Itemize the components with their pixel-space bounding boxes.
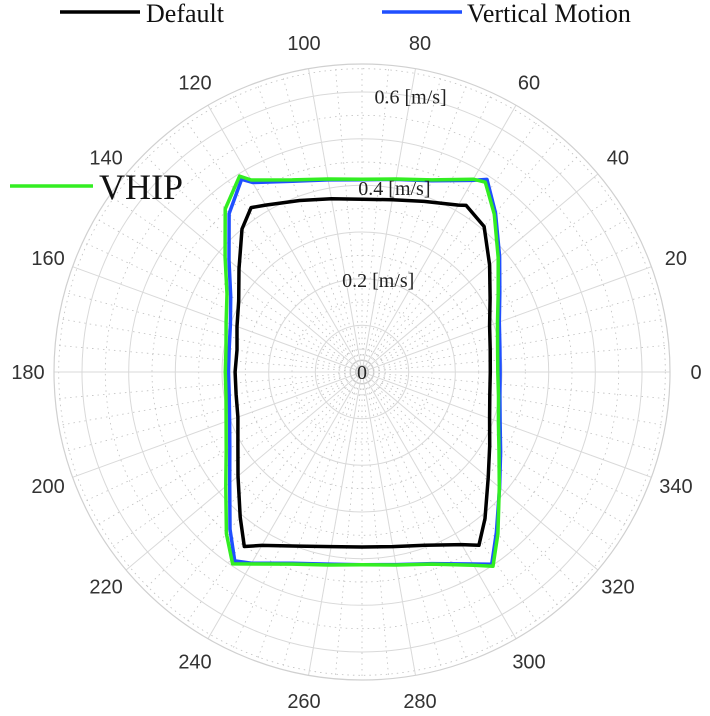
angle-tick-label: 100 [287, 33, 320, 55]
major-spoke [207, 371, 363, 639]
radial-tick-label: 0.2 [m/s] [342, 270, 414, 292]
minor-spoke [82, 241, 363, 373]
radial-tick-label: 0.4 [m/s] [358, 178, 430, 200]
minor-spoke [143, 371, 363, 591]
minor-spoke [64, 291, 363, 373]
major-spoke [125, 173, 363, 373]
minor-spoke [361, 371, 390, 679]
major-spoke [361, 173, 599, 373]
angle-tick-label: 140 [89, 147, 122, 169]
angle-tick-label: 280 [403, 691, 436, 713]
angle-tick-label: 80 [409, 33, 431, 55]
major-spoke [361, 105, 517, 373]
minor-spoke [109, 194, 363, 373]
minor-spoke [361, 371, 493, 652]
angle-tick-label: 240 [178, 651, 211, 673]
major-spoke [72, 266, 363, 373]
minor-spoke [256, 82, 363, 373]
minor-spoke [184, 371, 363, 625]
minor-spoke [334, 371, 363, 679]
minor-spoke [58, 371, 363, 426]
major-spoke [361, 68, 416, 373]
minor-spoke [361, 74, 443, 373]
minor-spoke [163, 371, 363, 609]
major-spoke [361, 266, 652, 373]
legend: Default Vertical Motion VHIP [10, 0, 631, 207]
minor-spoke [361, 371, 468, 662]
angle-tick-label: 260 [287, 691, 320, 713]
radial-tick-label: 0 [357, 362, 367, 384]
minor-spoke [361, 291, 660, 373]
minor-spoke [143, 153, 363, 373]
minor-spoke [361, 82, 468, 373]
minor-spoke [55, 344, 363, 373]
minor-spoke [231, 371, 363, 652]
legend-label-0: Default [146, 0, 225, 28]
angle-tick-label: 0 [690, 362, 701, 384]
minor-spoke [361, 371, 581, 591]
minor-spoke [361, 371, 443, 670]
major-spoke [308, 68, 363, 373]
minor-spoke [281, 371, 363, 670]
minor-spoke [361, 371, 561, 609]
angle-tick-label: 120 [178, 73, 211, 95]
minor-spoke [361, 135, 561, 373]
major-spoke [207, 105, 363, 373]
angle-tick-label: 320 [601, 577, 634, 599]
radial-tick-label: 0.6 [m/s] [374, 86, 446, 108]
series-line-2 [223, 174, 502, 568]
minor-spoke [361, 119, 540, 373]
minor-spoke [55, 371, 363, 400]
major-spoke [125, 371, 363, 571]
minor-spoke [361, 65, 390, 373]
outer-ring [53, 63, 671, 681]
minor-spoke [184, 119, 363, 373]
angle-tick-label: 340 [659, 476, 692, 498]
minor-spoke [163, 135, 363, 373]
angle-tick-label: 160 [31, 248, 64, 270]
major-spoke [72, 371, 363, 478]
angle-tick-label: 60 [518, 73, 540, 95]
minor-spoke [361, 92, 493, 373]
major-spoke [308, 371, 363, 676]
legend-label-2: VHIP [99, 167, 183, 207]
series-line-0 [233, 196, 493, 549]
minor-spoke [361, 371, 669, 400]
polar-grid [53, 63, 671, 681]
series-layer [223, 174, 503, 568]
major-spoke [361, 371, 652, 478]
minor-spoke [334, 65, 363, 373]
angle-tick-label: 300 [512, 651, 545, 673]
angle-tick-label: 20 [665, 248, 687, 270]
angle-tick-label: 200 [31, 476, 64, 498]
axis-labels: 0 20 40 60 80 100 120 140 160 180 200 220 240 260 280 3… [11, 33, 701, 713]
minor-spoke [361, 371, 666, 426]
minor-spoke [64, 371, 363, 453]
angle-tick-label: 220 [89, 577, 122, 599]
minor-spoke [231, 92, 363, 373]
angle-tick-label: 180 [11, 362, 44, 384]
minor-spoke [361, 371, 540, 625]
minor-spoke [58, 318, 363, 373]
major-spoke [361, 371, 416, 676]
minor-spoke [361, 153, 581, 373]
minor-spoke [109, 371, 363, 550]
minor-spoke [82, 371, 363, 503]
angle-tick-label: 40 [607, 147, 629, 169]
minor-spoke [361, 318, 666, 373]
minor-spoke [256, 371, 363, 662]
minor-spoke [361, 371, 660, 453]
legend-label-1: Vertical Motion [467, 0, 631, 28]
major-spoke [361, 371, 517, 639]
minor-spoke [361, 344, 669, 373]
major-spoke [361, 371, 599, 571]
